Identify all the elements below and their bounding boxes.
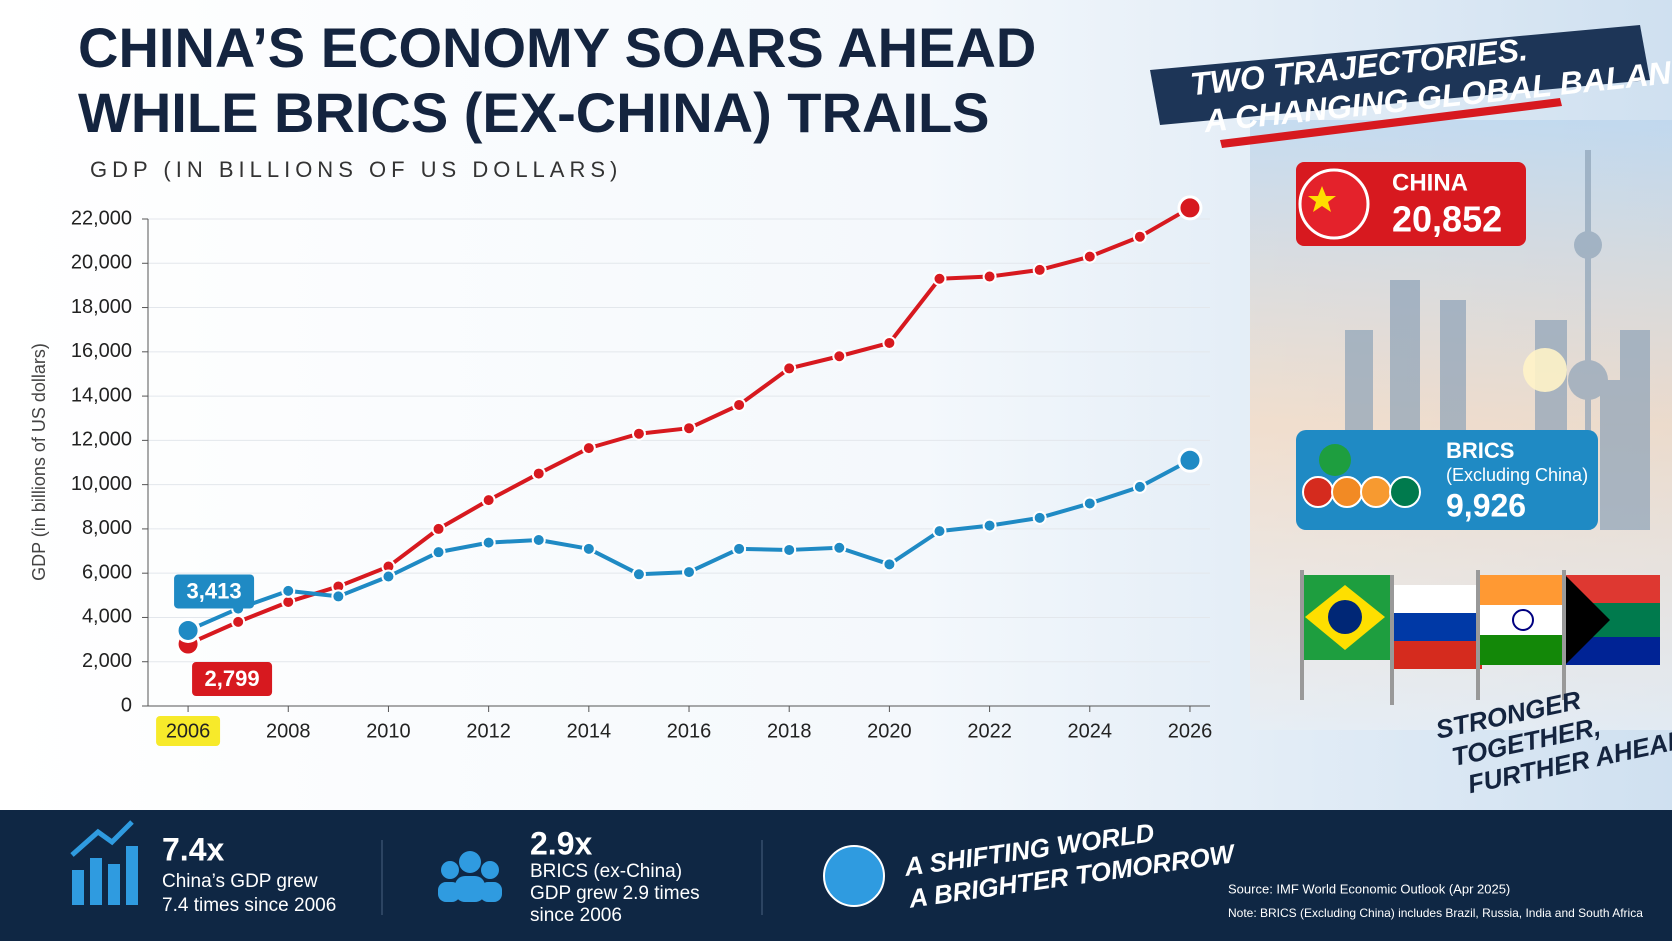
data-point: [982, 518, 997, 533]
data-point: [732, 541, 747, 556]
x-tick-label: 2014: [567, 720, 612, 742]
data-point: [732, 397, 747, 412]
data-point: [481, 535, 496, 550]
y-axis-label: GDP (in billions of US dollars): [29, 343, 49, 581]
data-point: [832, 540, 847, 555]
y-tick-label: 22,000: [71, 207, 132, 229]
y-tick-label: 2,000: [82, 650, 132, 672]
data-point: [832, 349, 847, 364]
flag-india: [1360, 476, 1392, 508]
data-point: [782, 361, 797, 376]
data-point: [1177, 447, 1203, 473]
data-point: [882, 557, 897, 572]
flag-poles: [1300, 570, 1660, 705]
chart-title: WHILE BRICS (EX-CHINA) TRAILS: [78, 81, 990, 144]
x-tick-label: 2026: [1168, 720, 1213, 742]
data-point: [531, 466, 546, 481]
data-point: [1082, 249, 1097, 264]
sun: [1523, 348, 1567, 392]
data-point: [882, 335, 897, 350]
data-point: [1082, 496, 1097, 511]
y-tick-label: 18,000: [71, 296, 132, 318]
data-point: [331, 589, 346, 604]
stat-text: BRICS (ex-China): [530, 861, 682, 882]
x-tick-label: 2022: [967, 720, 1012, 742]
x-tick-label: 2006: [166, 720, 211, 742]
callout-value: 20,852: [1392, 199, 1502, 240]
x-tick-label: 2020: [867, 720, 912, 742]
stat-text: GDP grew 2.9 times: [530, 883, 700, 904]
data-point: [682, 421, 697, 436]
data-point: [531, 532, 546, 547]
callout-name: BRICS: [1446, 438, 1514, 463]
data-point: [982, 269, 997, 284]
flag-south-africa: [1389, 476, 1421, 508]
globe-icon: [823, 845, 885, 907]
start-label-box: [192, 662, 273, 697]
flag-star: [1308, 186, 1336, 212]
flag-india: [1331, 476, 1363, 508]
start-label-box: [174, 574, 255, 609]
people-icon: [438, 851, 502, 902]
china-flag: [1298, 168, 1370, 240]
flag-russia: [1302, 476, 1334, 508]
data-point: [381, 569, 396, 584]
y-tick-label: 8,000: [82, 517, 132, 539]
chart-subtitle: GDP (IN BILLIONS OF US DOLLARS): [90, 157, 622, 182]
y-tick-label: 6,000: [82, 561, 132, 583]
stat-text: China’s GDP grew: [162, 871, 318, 892]
banner-brush: [1150, 25, 1650, 125]
note: Note: BRICS (Excluding China) includes B…: [1228, 906, 1643, 920]
banner-underline: [1220, 98, 1562, 148]
start-label: 3,413: [187, 578, 242, 603]
x-tick-label: 2010: [366, 720, 411, 742]
x-tick-label: 2024: [1068, 720, 1113, 742]
data-point: [581, 541, 596, 556]
growth-icon: [70, 820, 138, 905]
data-point: [481, 493, 496, 508]
data-point: [1177, 195, 1203, 221]
data-point: [932, 524, 947, 539]
stat-text: since 2006: [530, 905, 622, 926]
data-point: [782, 542, 797, 557]
tick-highlight: [156, 716, 221, 746]
plot: 0 2,000 4,000 6,000 8,000 10,000 12,000 14,000 1…: [71, 195, 1213, 746]
data-point: [281, 583, 296, 598]
flag-brazil: [1319, 444, 1351, 476]
stat-value: 2.9x: [530, 825, 592, 861]
data-point: [682, 565, 697, 580]
stat-value: 7.4x: [162, 831, 224, 867]
data-point: [431, 521, 446, 536]
source: Source: IMF World Economic Outlook (Apr …: [1228, 881, 1510, 896]
data-point: [1132, 479, 1147, 494]
x-tick-label: 2016: [667, 720, 712, 742]
y-tick-label: 10,000: [71, 473, 132, 495]
callout-detail: (Excluding China): [1446, 465, 1588, 485]
data-point: [932, 271, 947, 286]
y-tick-label: 14,000: [71, 384, 132, 406]
x-tick-label: 2008: [266, 720, 311, 742]
callout-value: 9,926: [1446, 487, 1526, 523]
y-tick-label: 4,000: [82, 606, 132, 628]
data-point: [631, 426, 646, 441]
stat-text: 7.4 times since 2006: [162, 895, 336, 916]
data-point: [1032, 262, 1047, 277]
y-tick-label: 0: [121, 694, 132, 716]
x-tick-label: 2012: [466, 720, 511, 742]
data-point: [1132, 229, 1147, 244]
chart-title: CHINA’S ECONOMY SOARS AHEAD: [78, 16, 1036, 79]
data-point: [631, 567, 646, 582]
y-tick-label: 16,000: [71, 340, 132, 362]
data-point: [431, 545, 446, 560]
y-tick-label: 12,000: [71, 429, 132, 451]
data-point: [175, 617, 201, 643]
x-tick-label: 2018: [767, 720, 812, 742]
callout-name: CHINA: [1392, 169, 1468, 196]
data-point: [231, 614, 246, 629]
data-point: [1032, 510, 1047, 525]
data-point: [581, 441, 596, 456]
start-label: 2,799: [205, 666, 260, 691]
y-tick-label: 20,000: [71, 252, 132, 274]
